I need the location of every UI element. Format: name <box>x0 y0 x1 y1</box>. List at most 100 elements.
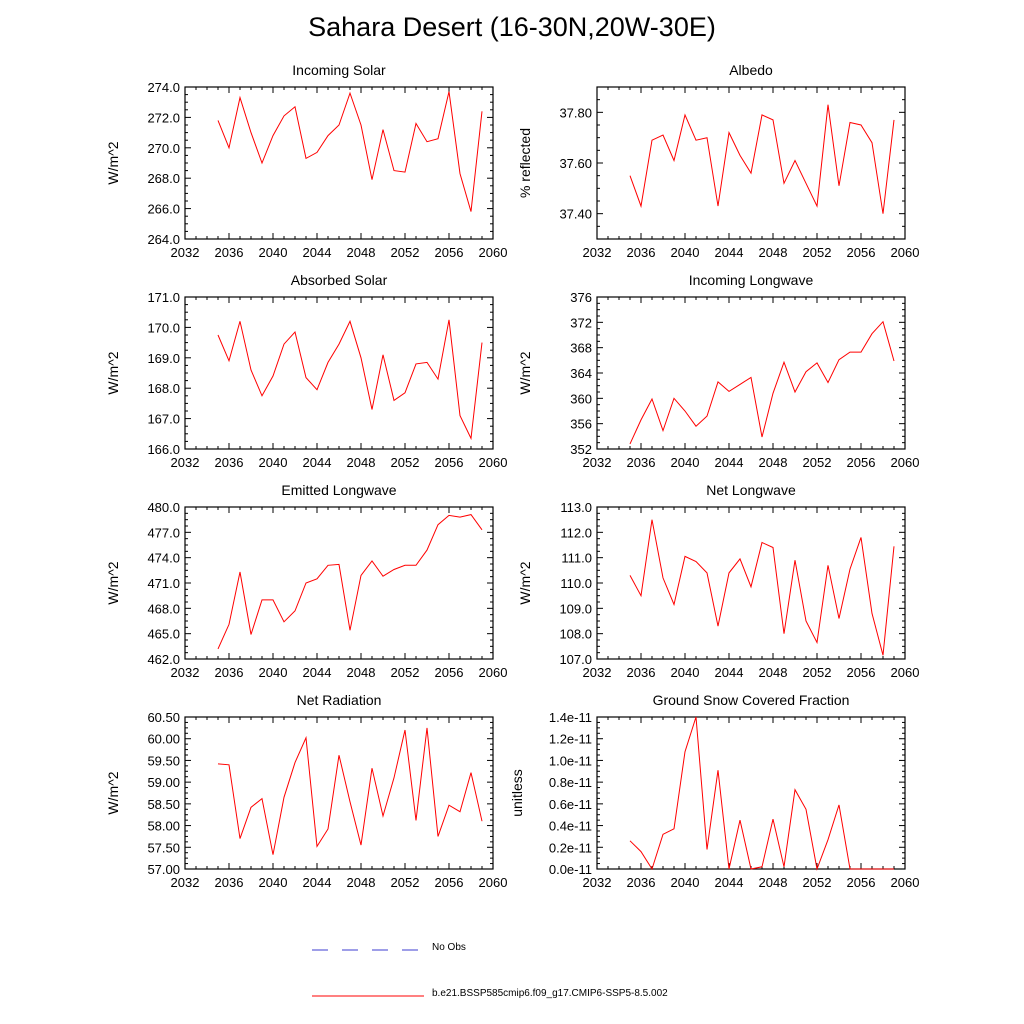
x-tick-label: 2052 <box>391 245 420 260</box>
series-line <box>629 104 895 214</box>
y-tick-label: 112.0 <box>560 525 592 540</box>
x-tick-label: 2040 <box>259 245 288 260</box>
panel-title: Albedo <box>729 62 773 78</box>
y-tick-label: 0.4e-11 <box>549 819 592 834</box>
y-tick-label: 59.50 <box>147 753 180 768</box>
x-tick-label: 2056 <box>435 875 464 890</box>
x-tick-label: 2052 <box>803 455 832 470</box>
x-tick-label: 2036 <box>627 665 656 680</box>
y-tick-label: 37.80 <box>559 105 592 120</box>
y-tick-label: 0.0e-11 <box>549 862 592 877</box>
page-title: Sahara Desert (16-30N,20W-30E) <box>308 12 716 42</box>
panel-emitted-longwave: 2032 2036 2040 2044 2048 2052 2056 2060 462.0 465… <box>105 482 507 680</box>
plot-frame <box>184 86 494 240</box>
x-tick-label: 2052 <box>803 875 832 890</box>
y-axis-label: W/m^2 <box>105 561 121 604</box>
x-tick-label: 2060 <box>891 245 920 260</box>
panel-title: Incoming Longwave <box>689 272 814 288</box>
y-axis-label: W/m^2 <box>105 351 121 394</box>
y-tick-label: 57.00 <box>147 862 180 877</box>
y-tick-label: 480.0 <box>147 500 180 515</box>
x-tick-label: 2036 <box>627 245 656 260</box>
x-tick-label: 2060 <box>479 455 508 470</box>
y-tick-label: 376 <box>570 290 592 305</box>
panel-title: Emitted Longwave <box>281 482 396 498</box>
y-tick-label: 471.0 <box>147 576 180 591</box>
x-tick-label: 2056 <box>435 245 464 260</box>
x-tick-label: 2056 <box>435 455 464 470</box>
x-tick-label: 2040 <box>671 875 700 890</box>
y-tick-label: 268.0 <box>147 171 180 186</box>
x-tick-label: 2044 <box>715 665 744 680</box>
y-tick-label: 109.0 <box>559 601 592 616</box>
y-axis-label: % reflected <box>517 128 533 198</box>
panel-incoming-solar: 2032 2036 2040 2044 2048 2052 2056 2060 264.0 266… <box>105 62 507 260</box>
plot-frame <box>596 86 906 240</box>
x-tick-label: 2056 <box>847 665 876 680</box>
panel-incoming-longwave: 2032 2036 2040 2044 2048 2052 2056 2060 352 356 36… <box>517 272 919 470</box>
panel-title: Net Radiation <box>297 692 382 708</box>
y-tick-label: 372 <box>570 315 592 330</box>
x-tick-label: 2036 <box>215 875 244 890</box>
series-line <box>629 716 894 871</box>
x-tick-label: 2040 <box>671 245 700 260</box>
x-tick-label: 2056 <box>847 455 876 470</box>
x-tick-label: 2052 <box>803 665 832 680</box>
series-line <box>217 91 483 212</box>
x-tick-label: 2048 <box>347 875 376 890</box>
y-tick-label: 360 <box>570 391 592 406</box>
panel-title: Net Longwave <box>706 482 796 498</box>
x-tick-label: 2036 <box>215 455 244 470</box>
x-tick-label: 2032 <box>171 665 200 680</box>
x-tick-label: 2036 <box>627 875 656 890</box>
panel-title: Ground Snow Covered Fraction <box>653 692 850 708</box>
y-tick-label: 465.0 <box>147 627 180 642</box>
y-tick-label: 37.60 <box>559 156 592 171</box>
x-tick-label: 2060 <box>891 455 920 470</box>
y-axis-label: W/m^2 <box>517 561 533 604</box>
panel-title: Absorbed Solar <box>291 272 388 288</box>
y-tick-label: 168.0 <box>147 381 180 396</box>
y-tick-label: 1.0e-11 <box>549 753 592 768</box>
y-tick-label: 60.00 <box>147 732 180 747</box>
y-tick-label: 1.4e-11 <box>549 710 592 725</box>
y-tick-label: 274.0 <box>147 80 180 95</box>
y-tick-label: 113.0 <box>560 500 592 515</box>
y-tick-label: 170.0 <box>147 320 180 335</box>
y-tick-label: 477.0 <box>147 525 180 540</box>
plot-frame <box>596 716 906 870</box>
series-line <box>629 519 895 656</box>
panel-net-radiation: 2032 2036 2040 2044 2048 2052 2056 2060 57.00 57.… <box>105 692 507 890</box>
x-tick-label: 2044 <box>715 245 744 260</box>
x-tick-label: 2052 <box>391 665 420 680</box>
x-tick-label: 2060 <box>891 875 920 890</box>
x-tick-label: 2044 <box>303 245 332 260</box>
y-tick-label: 57.50 <box>147 840 180 855</box>
plot-frame <box>184 506 494 660</box>
x-tick-label: 2056 <box>847 245 876 260</box>
x-tick-label: 2048 <box>347 245 376 260</box>
panel-albedo: 2032 2036 2040 2044 2048 2052 2056 2060 37.40 37.… <box>517 62 919 260</box>
x-tick-label: 2040 <box>259 665 288 680</box>
y-axis-label: W/m^2 <box>517 351 533 394</box>
x-tick-label: 2044 <box>303 875 332 890</box>
x-tick-label: 2052 <box>803 245 832 260</box>
x-tick-label: 2036 <box>627 455 656 470</box>
y-tick-label: 352 <box>570 442 592 457</box>
series-line <box>217 727 483 855</box>
x-tick-label: 2048 <box>759 665 788 680</box>
panel-net-longwave: 2032 2036 2040 2044 2048 2052 2056 2060 107.0 108… <box>517 482 919 680</box>
x-tick-label: 2048 <box>759 245 788 260</box>
y-tick-label: 266.0 <box>147 202 180 217</box>
y-axis-label: W/m^2 <box>105 771 121 814</box>
y-tick-label: 368 <box>570 341 592 356</box>
series-line <box>217 319 483 441</box>
x-tick-label: 2044 <box>715 455 744 470</box>
y-tick-label: 0.8e-11 <box>549 775 592 790</box>
y-tick-label: 0.2e-11 <box>549 840 592 855</box>
x-tick-label: 2036 <box>215 245 244 260</box>
y-tick-label: 468.0 <box>147 601 180 616</box>
y-tick-label: 474.0 <box>147 551 180 566</box>
y-axis-label: W/m^2 <box>105 141 121 184</box>
